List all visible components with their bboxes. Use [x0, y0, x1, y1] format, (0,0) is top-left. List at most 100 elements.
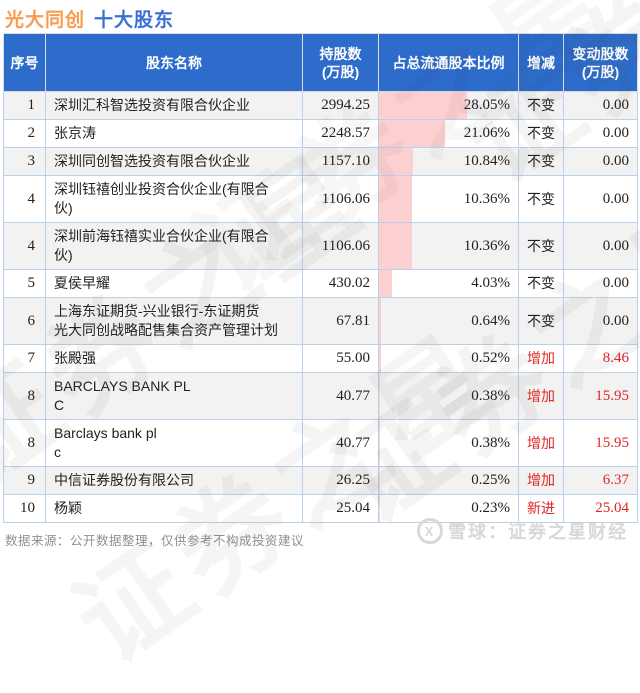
percent-bar: [379, 345, 381, 372]
change-shares-cell: 0.00: [563, 119, 638, 148]
rank-cell: 2: [3, 119, 46, 148]
page-subtitle: 十大股东: [94, 10, 175, 31]
rank-cell: 4: [3, 222, 46, 270]
shareholder-table: 序号 股东名称 持股数 (万股) 占总流通股本比例 增减 变动股数 (万股) 1…: [3, 33, 638, 523]
shares-cell: 26.25: [302, 466, 379, 495]
page-title: 光大同创 十大股东: [5, 5, 174, 32]
change-cell: 不变: [518, 147, 564, 176]
rank-cell: 3: [3, 147, 46, 176]
shareholder-name-cell: 夏侯早耀: [45, 269, 303, 298]
shares-cell: 2248.57: [302, 119, 379, 148]
change-cell: 不变: [518, 297, 564, 345]
change-cell: 增加: [518, 372, 564, 420]
shareholder-name-cell: 深圳前海钰禧实业合伙企业(有限合 伙): [45, 222, 303, 270]
table-row: 1 深圳汇科智选投资有限合伙企业 2994.25 28.05% 不变 0.00: [3, 91, 638, 120]
percent-bar: [379, 92, 468, 119]
percent-cell: 0.38%: [378, 419, 519, 467]
change-cell: 不变: [518, 175, 564, 223]
percent-bar: [379, 298, 381, 344]
percent-cell: 0.38%: [378, 372, 519, 420]
change-shares-cell: 25.04: [563, 494, 638, 523]
percent-bar: [379, 420, 381, 466]
logo-text: 雪球：证券之星财经: [448, 522, 628, 542]
change-cell: 增加: [518, 466, 564, 495]
rank-cell: 7: [3, 344, 46, 373]
change-shares-cell: 15.95: [563, 372, 638, 420]
change-shares-cell: 0.00: [563, 147, 638, 176]
percent-bar: [379, 467, 380, 494]
table-row: 5 夏侯早耀 430.02 4.03% 不变 0.00: [3, 269, 638, 298]
column-header-change: 增减: [518, 33, 564, 92]
shareholder-name-cell: 杨颖: [45, 494, 303, 523]
percent-label: 0.23%: [471, 500, 510, 516]
percent-bar: [379, 148, 414, 175]
percent-cell: 0.64%: [378, 297, 519, 345]
shares-cell: 1106.06: [302, 175, 379, 223]
percent-label: 0.64%: [471, 312, 510, 329]
percent-label: 0.38%: [471, 387, 510, 404]
shareholder-name-cell: 张京涛: [45, 119, 303, 148]
percent-label: 10.84%: [463, 153, 510, 169]
percent-cell: 4.03%: [378, 269, 519, 298]
percent-label: 4.03%: [471, 275, 510, 291]
change-shares-cell: 6.37: [563, 466, 638, 495]
shareholder-name-cell: 张殿强: [45, 344, 303, 373]
percent-label: 28.05%: [463, 97, 510, 113]
percent-label: 0.25%: [471, 472, 510, 488]
column-header-name: 股东名称: [45, 33, 303, 92]
rank-cell: 5: [3, 269, 46, 298]
table-row: 3 深圳同创智选投资有限合伙企业 1157.10 10.84% 不变 0.00: [3, 147, 638, 176]
column-header-percent: 占总流通股本比例: [378, 33, 519, 92]
shareholder-name-cell: 深圳同创智选投资有限合伙企业: [45, 147, 303, 176]
change-shares-cell: 15.95: [563, 419, 638, 467]
shareholder-name-cell: 上海东证期货-兴业银行-东证期货 光大同创战略配售集合资产管理计划: [45, 297, 303, 345]
shareholder-name-cell: Barclays bank pl c: [45, 419, 303, 467]
table-row: 7 张殿强 55.00 0.52% 增加 8.46: [3, 344, 638, 373]
percent-bar: [379, 495, 380, 522]
shareholder-name-cell: 深圳钰禧创业投资合伙企业(有限合 伙): [45, 175, 303, 223]
percent-bar: [379, 223, 412, 269]
table-row: 2 张京涛 2248.57 21.06% 不变 0.00: [3, 119, 638, 148]
snowball-icon: X: [417, 518, 443, 544]
table-header-row: 序号 股东名称 持股数 (万股) 占总流通股本比例 增减 变动股数 (万股): [3, 33, 638, 92]
rank-cell: 8: [3, 372, 46, 420]
shares-cell: 40.77: [302, 372, 379, 420]
shares-cell: 55.00: [302, 344, 379, 373]
table-row: 10 杨颖 25.04 0.23% 新进 25.04: [3, 494, 638, 523]
change-cell: 不变: [518, 119, 564, 148]
shares-cell: 67.81: [302, 297, 379, 345]
shares-cell: 2994.25: [302, 91, 379, 120]
change-shares-cell: 0.00: [563, 297, 638, 345]
percent-cell: 10.84%: [378, 147, 519, 176]
change-cell: 不变: [518, 91, 564, 120]
change-cell: 不变: [518, 222, 564, 270]
percent-cell: 10.36%: [378, 222, 519, 270]
table-row: 6 上海东证期货-兴业银行-东证期货 光大同创战略配售集合资产管理计划 67.8…: [3, 297, 638, 345]
percent-label: 0.52%: [471, 350, 510, 366]
column-header-rank: 序号: [3, 33, 46, 92]
percent-cell: 0.23%: [378, 494, 519, 523]
percent-bar: [379, 120, 446, 147]
change-shares-cell: 0.00: [563, 269, 638, 298]
percent-cell: 0.25%: [378, 466, 519, 495]
change-cell: 增加: [518, 344, 564, 373]
shares-cell: 40.77: [302, 419, 379, 467]
shareholder-name-cell: 深圳汇科智选投资有限合伙企业: [45, 91, 303, 120]
change-cell: 增加: [518, 419, 564, 467]
xueqiu-logo: X 雪球：证券之星财经: [417, 518, 628, 544]
change-shares-cell: 8.46: [563, 344, 638, 373]
percent-bar: [379, 176, 412, 222]
rank-cell: 9: [3, 466, 46, 495]
percent-cell: 10.36%: [378, 175, 519, 223]
percent-cell: 21.06%: [378, 119, 519, 148]
shares-cell: 430.02: [302, 269, 379, 298]
shareholder-name-cell: 中信证券股份有限公司: [45, 466, 303, 495]
table-row: 4 深圳钰禧创业投资合伙企业(有限合 伙) 1106.06 10.36% 不变 …: [3, 175, 638, 223]
percent-label: 21.06%: [463, 125, 510, 141]
percent-label: 10.36%: [463, 190, 510, 207]
table-row: 9 中信证券股份有限公司 26.25 0.25% 增加 6.37: [3, 466, 638, 495]
percent-label: 10.36%: [463, 237, 510, 254]
column-header-shares: 持股数 (万股): [302, 33, 379, 92]
stock-name: 光大同创: [5, 10, 86, 31]
change-shares-cell: 0.00: [563, 222, 638, 270]
